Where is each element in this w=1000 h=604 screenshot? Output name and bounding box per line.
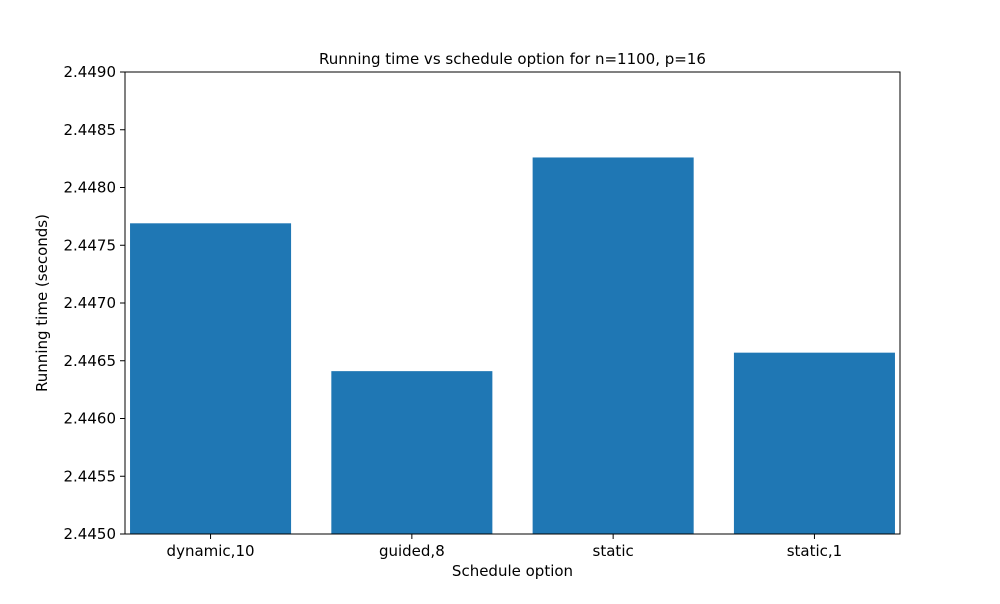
y-tick-label: 2.4490 — [64, 63, 117, 81]
y-tick-label: 2.4460 — [64, 410, 117, 428]
chart-title: Running time vs schedule option for n=11… — [319, 50, 706, 68]
bar-static-1 — [733, 352, 895, 534]
bar-static — [532, 157, 694, 534]
y-tick-label: 2.4485 — [64, 121, 117, 139]
x-tick-label: static — [593, 542, 634, 560]
y-tick-label: 2.4450 — [64, 525, 117, 543]
y-axis-label: Running time (seconds) — [33, 214, 51, 392]
bar-guided-8 — [331, 371, 493, 534]
x-axis: dynamic,10 guided,8 static static,1 — [167, 534, 843, 560]
y-tick-label: 2.4455 — [64, 467, 117, 485]
bars-layer — [130, 157, 895, 534]
y-tick-label: 2.4475 — [64, 236, 117, 254]
y-tick-label: 2.4470 — [64, 294, 117, 312]
y-tick-label: 2.4465 — [64, 352, 117, 370]
x-tick-label: static,1 — [787, 542, 843, 560]
x-tick-label: guided,8 — [379, 542, 445, 560]
y-axis: 2.4450 2.4455 2.4460 2.4465 2.4470 2.4475 2.44… — [64, 63, 125, 543]
x-axis-label: Schedule option — [452, 562, 573, 580]
bar-dynamic-10 — [130, 223, 292, 534]
y-tick-label: 2.4480 — [64, 179, 117, 197]
x-tick-label: dynamic,10 — [167, 542, 255, 560]
